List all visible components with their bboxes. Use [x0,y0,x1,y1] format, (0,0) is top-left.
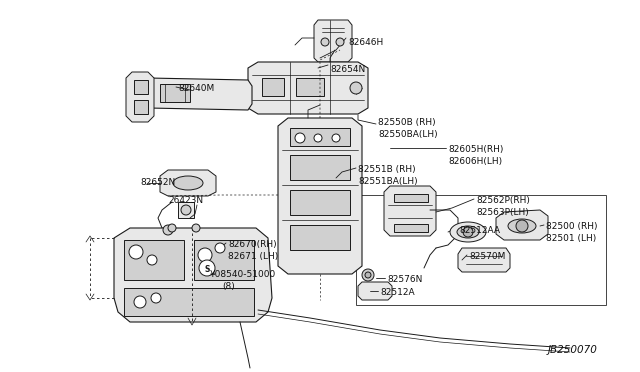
Text: 82512AA: 82512AA [459,226,500,235]
Bar [290,155,350,180]
Text: 82551BA(LH): 82551BA(LH) [358,177,418,186]
Bar [290,225,350,250]
Bar [134,80,148,94]
Text: 82652N: 82652N [140,178,175,187]
Circle shape [215,243,225,253]
Text: 82501 (LH): 82501 (LH) [546,234,596,243]
Circle shape [199,260,215,276]
Text: 82654N: 82654N [330,65,365,74]
Circle shape [365,272,371,278]
Circle shape [336,38,344,46]
Polygon shape [358,282,392,300]
Circle shape [362,269,374,281]
Polygon shape [278,118,362,274]
Circle shape [163,225,173,235]
Circle shape [295,133,305,143]
Text: 82606H(LH): 82606H(LH) [448,157,502,166]
Text: 82563P(LH): 82563P(LH) [476,208,529,217]
Text: ¥08540-51000: ¥08540-51000 [210,270,276,279]
Polygon shape [314,20,352,62]
Bar [394,224,428,232]
Circle shape [151,293,161,303]
Text: 82671 (LH): 82671 (LH) [228,252,278,261]
Ellipse shape [450,222,486,242]
Bar [124,288,254,316]
Text: 82550BA(LH): 82550BA(LH) [378,130,438,139]
Text: 82670(RH): 82670(RH) [228,240,276,249]
Bar [394,194,428,202]
Text: 82640M: 82640M [178,84,214,93]
Polygon shape [384,186,436,236]
Bar [290,128,350,146]
Text: 82500 (RH): 82500 (RH) [546,222,598,231]
Circle shape [198,248,212,262]
Circle shape [181,205,191,215]
Circle shape [463,227,473,237]
Ellipse shape [508,219,536,233]
Bar [356,195,606,305]
Bar [290,190,350,215]
Circle shape [314,134,322,142]
Text: 82570M: 82570M [469,252,506,261]
Bar [124,240,184,280]
Circle shape [129,245,143,259]
Circle shape [516,220,528,232]
Bar [262,78,284,96]
Text: 82646H: 82646H [348,38,383,47]
Circle shape [192,224,200,232]
Bar [134,100,148,114]
Bar [194,240,254,280]
Text: 82576N: 82576N [387,275,422,284]
Polygon shape [496,210,548,240]
Polygon shape [160,170,216,196]
Text: 82551B (RH): 82551B (RH) [358,165,415,174]
Circle shape [134,296,146,308]
Ellipse shape [457,226,479,238]
Polygon shape [114,228,272,322]
Bar [160,84,190,102]
Bar [296,78,324,96]
Polygon shape [126,72,154,122]
Text: 26423N: 26423N [168,196,203,205]
Text: 82512A: 82512A [380,288,415,297]
Polygon shape [248,62,368,114]
Circle shape [147,255,157,265]
Circle shape [350,82,362,94]
Circle shape [321,38,329,46]
Ellipse shape [173,176,203,190]
Bar [178,202,194,218]
Text: S: S [204,264,210,273]
Circle shape [332,134,340,142]
Text: JB250070: JB250070 [548,345,598,355]
Text: (8): (8) [222,282,235,291]
Polygon shape [458,248,510,272]
Circle shape [168,224,176,232]
Text: 82605H(RH): 82605H(RH) [448,145,504,154]
Text: 82562P(RH): 82562P(RH) [476,196,530,205]
Polygon shape [140,78,252,110]
Text: 82550B (RH): 82550B (RH) [378,118,436,127]
